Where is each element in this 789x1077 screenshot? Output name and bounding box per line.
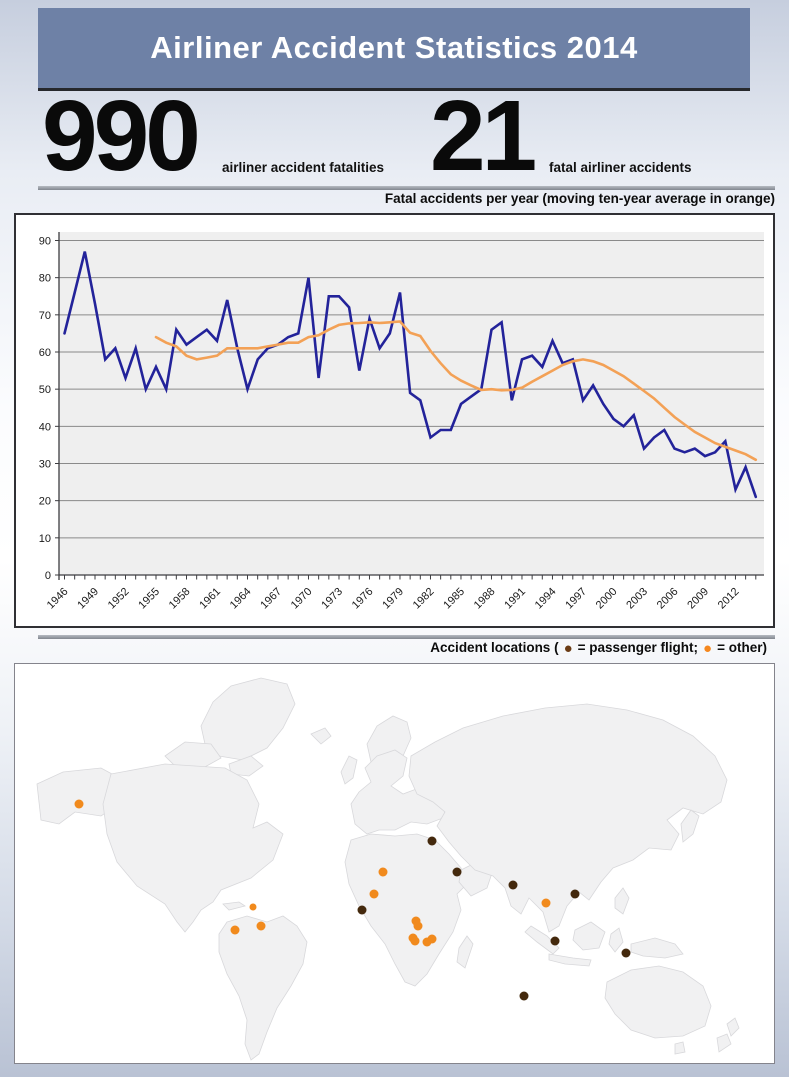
map-legend-passenger-text: = passenger flight;: [577, 640, 699, 655]
svg-text:40: 40: [39, 421, 51, 433]
svg-text:1991: 1991: [502, 586, 528, 612]
svg-text:1997: 1997: [563, 586, 589, 612]
map-legend-other-text: = other): [717, 640, 767, 655]
passenger-flight-accident-dot: [508, 880, 518, 890]
svg-text:1961: 1961: [197, 586, 223, 612]
svg-text:1958: 1958: [167, 586, 193, 612]
svg-text:1955: 1955: [136, 586, 162, 612]
other-flight-accident-dot: [369, 889, 379, 899]
accident-locations-map-panel: [14, 663, 775, 1064]
passenger-flight-accident-dot: [621, 948, 631, 958]
passenger-flight-accident-dot: [452, 867, 462, 877]
passenger-flight-accident-dot: [427, 836, 437, 846]
other-flight-accident-dot: [378, 867, 388, 877]
accident-location-dots: [74, 799, 631, 1001]
svg-text:2003: 2003: [624, 586, 650, 612]
svg-text:30: 30: [39, 459, 51, 471]
world-map-landmass: [36, 677, 740, 1061]
title-banner: Airliner Accident Statistics 2014: [38, 8, 750, 91]
svg-text:1952: 1952: [106, 586, 132, 612]
svg-text:1976: 1976: [350, 586, 376, 612]
other-flight-accident-dot: [74, 799, 84, 809]
passenger-flight-accident-dot: [357, 905, 367, 915]
divider-bottom: [38, 635, 775, 639]
other-flight-accident-dot: [256, 921, 266, 931]
svg-text:2000: 2000: [594, 586, 620, 612]
svg-text:70: 70: [39, 310, 51, 322]
passenger-flight-accident-dot: [570, 889, 580, 899]
svg-text:60: 60: [39, 347, 51, 359]
svg-text:20: 20: [39, 496, 51, 508]
map-legend-prefix: Accident locations (: [430, 640, 559, 655]
chart-caption: Fatal accidents per year (moving ten-yea…: [384, 191, 775, 206]
accidents-label: fatal airliner accidents: [549, 160, 692, 175]
svg-text:1946: 1946: [45, 586, 71, 612]
other-flight-accident-dot: [427, 934, 437, 944]
other-flight-accident-dot: [413, 921, 423, 931]
divider-top: [38, 186, 775, 190]
svg-text:1970: 1970: [289, 586, 315, 612]
svg-text:80: 80: [39, 273, 51, 285]
passenger-flight-accident-dot: [550, 936, 560, 946]
svg-text:2009: 2009: [685, 586, 711, 612]
passenger-flight-accident-dot: [519, 991, 529, 1001]
svg-text:2006: 2006: [655, 586, 681, 612]
svg-text:1967: 1967: [258, 586, 284, 612]
accidents-count: 21: [430, 80, 537, 192]
map-legend: Accident locations ( ● = passenger flight;…: [430, 640, 767, 657]
svg-text:90: 90: [39, 236, 51, 248]
other-flight-accident-dot: [249, 903, 257, 911]
svg-text:1982: 1982: [411, 586, 437, 612]
fatalities-label: airliner accident fatalities: [222, 160, 385, 175]
svg-text:50: 50: [39, 384, 51, 396]
svg-text:1973: 1973: [319, 586, 345, 612]
other-flight-dot-icon: ●: [703, 640, 713, 657]
svg-text:1994: 1994: [533, 586, 559, 612]
svg-text:0: 0: [45, 570, 51, 582]
fatalities-count: 990: [42, 80, 201, 192]
svg-text:1964: 1964: [228, 586, 254, 612]
svg-text:1988: 1988: [472, 586, 498, 612]
other-flight-accident-dot: [541, 898, 551, 908]
svg-text:1979: 1979: [380, 586, 406, 612]
passenger-flight-dot-icon: ●: [563, 640, 573, 657]
page-title: Airliner Accident Statistics 2014: [150, 30, 638, 65]
world-map: [36, 677, 740, 1061]
other-flight-accident-dot: [410, 936, 420, 946]
svg-text:2012: 2012: [716, 586, 742, 612]
svg-text:1949: 1949: [75, 586, 101, 612]
svg-text:1985: 1985: [441, 586, 467, 612]
svg-text:10: 10: [39, 533, 51, 545]
other-flight-accident-dot: [230, 925, 240, 935]
fatal-accidents-chart-panel: 0 10 20 30 40 50 60 70 80 90 1946 1949 1952 1955 1958 1…: [14, 213, 775, 628]
